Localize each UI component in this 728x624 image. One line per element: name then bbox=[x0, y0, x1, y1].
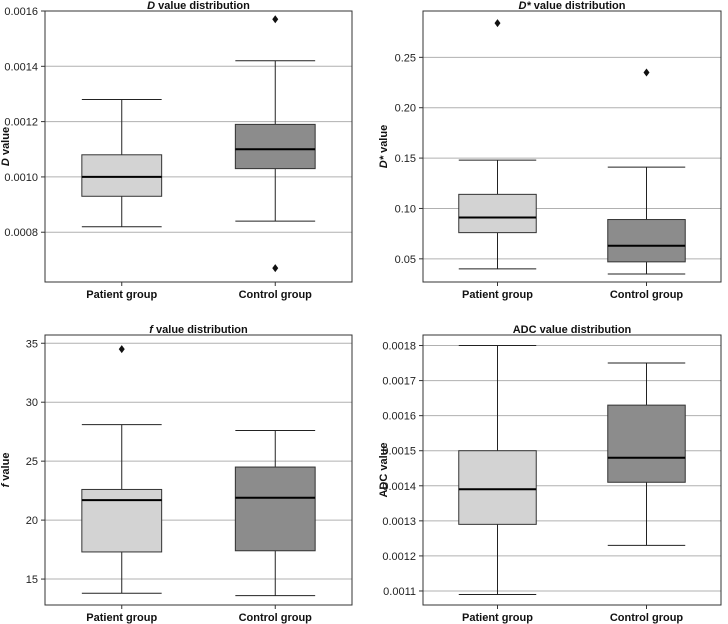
chart-title: ADC value distribution bbox=[513, 324, 632, 336]
x-tick-label: Patient group bbox=[86, 289, 157, 301]
x-tick-label: Patient group bbox=[462, 612, 533, 624]
iqr-box bbox=[234, 466, 316, 552]
y-tick-label: 0.0010 bbox=[4, 172, 38, 184]
outlier-point bbox=[272, 15, 279, 24]
x-tick-label: Patient group bbox=[462, 289, 533, 301]
iqr-box bbox=[458, 193, 537, 234]
iqr-box bbox=[81, 154, 163, 197]
title-text: value distribution bbox=[531, 0, 626, 12]
ylabel-symbol: D* bbox=[378, 155, 390, 168]
x-tick-label: Control group bbox=[610, 612, 684, 624]
plot-frame bbox=[422, 10, 722, 283]
title-symbol: D bbox=[147, 0, 155, 12]
ylabel-text: value bbox=[0, 453, 12, 484]
box-control bbox=[234, 430, 316, 597]
ylabel-text: ADC value bbox=[378, 442, 390, 497]
title-symbol: D* bbox=[519, 0, 532, 12]
outlier-point bbox=[272, 264, 279, 273]
title-text: value distribution bbox=[155, 0, 250, 12]
y-tick-label: 0.10 bbox=[395, 203, 416, 215]
outlier-point bbox=[643, 68, 650, 77]
chart-panel-2: 0.05 0.10 0.15 0.20 0.25 Patient group Control… bbox=[378, 0, 722, 301]
box-control bbox=[607, 68, 686, 275]
y-tick-label: 0.0008 bbox=[4, 227, 38, 239]
x-tick-label: Patient group bbox=[86, 612, 157, 624]
y-tick-label: 0.0017 bbox=[382, 376, 416, 388]
box-patient bbox=[458, 345, 537, 595]
x-tick-label: Control group bbox=[239, 289, 313, 301]
iqr-box bbox=[458, 450, 537, 525]
y-axis-label: f value bbox=[0, 453, 12, 488]
y-tick-label: 0.15 bbox=[395, 153, 416, 165]
iqr-box bbox=[607, 219, 686, 263]
outlier-point bbox=[118, 345, 125, 354]
y-tick-label: 0.20 bbox=[395, 103, 416, 115]
ylabel-text: value bbox=[378, 125, 390, 156]
chart-title: f value distribution bbox=[149, 324, 248, 336]
box-control bbox=[234, 15, 316, 273]
y-tick-label: 0.0011 bbox=[383, 586, 416, 598]
x-tick-label: Control group bbox=[610, 289, 684, 301]
y-tick-label: 0.0012 bbox=[4, 117, 38, 129]
y-tick-label: 0.0013 bbox=[382, 516, 416, 528]
y-tick-label: 35 bbox=[26, 338, 38, 350]
chart-panel-3: 15 20 25 30 35 Patient group Control group f va… bbox=[0, 324, 353, 624]
y-tick-label: 20 bbox=[26, 515, 38, 527]
chart-title: D value distribution bbox=[147, 0, 250, 12]
plot-frame bbox=[44, 10, 353, 283]
ylabel-text: value bbox=[0, 127, 12, 158]
y-axis-label: D* value bbox=[378, 125, 390, 168]
title-text: ADC value distribution bbox=[513, 324, 632, 336]
iqr-box bbox=[607, 404, 686, 483]
chart-title: D* value distribution bbox=[519, 0, 626, 12]
title-text: value distribution bbox=[153, 324, 248, 336]
y-tick-label: 0.0016 bbox=[382, 411, 416, 423]
box-patient bbox=[458, 19, 537, 270]
ylabel-symbol: D bbox=[0, 158, 12, 166]
title-symbol: f bbox=[149, 324, 154, 336]
iqr-box bbox=[234, 123, 316, 170]
x-tick-label: Control group bbox=[239, 612, 313, 624]
plot-frame bbox=[44, 334, 353, 606]
y-axis-label: D value bbox=[0, 127, 12, 166]
box-patient bbox=[81, 345, 163, 594]
chart-panel-4: 0.0011 0.0012 0.0013 0.0014 0.0015 0.0016 0.00… bbox=[378, 324, 722, 624]
ylabel-symbol: f bbox=[0, 482, 12, 487]
box-patient bbox=[81, 98, 163, 228]
y-tick-label: 0.0015 bbox=[382, 446, 416, 458]
y-tick-label: 15 bbox=[26, 574, 38, 586]
plot-frame bbox=[422, 334, 722, 606]
y-tick-label: 0.0012 bbox=[382, 551, 416, 563]
y-tick-label: 0.0014 bbox=[382, 481, 416, 493]
y-tick-label: 0.0014 bbox=[4, 61, 38, 73]
outlier-point bbox=[494, 19, 501, 28]
y-tick-label: 25 bbox=[26, 456, 38, 468]
y-tick-label: 0.0018 bbox=[382, 341, 416, 353]
chart-panel-1: 0.0008 0.0010 0.0012 0.0014 0.0016 Patient gr… bbox=[0, 0, 353, 301]
box-control bbox=[607, 362, 686, 546]
y-tick-label: 0.25 bbox=[395, 52, 416, 64]
iqr-box bbox=[81, 488, 163, 553]
y-tick-label: 30 bbox=[26, 397, 38, 409]
y-axis-label: ADC value bbox=[378, 442, 390, 497]
y-tick-label: 0.0016 bbox=[4, 6, 38, 18]
y-tick-label: 0.05 bbox=[395, 254, 416, 266]
